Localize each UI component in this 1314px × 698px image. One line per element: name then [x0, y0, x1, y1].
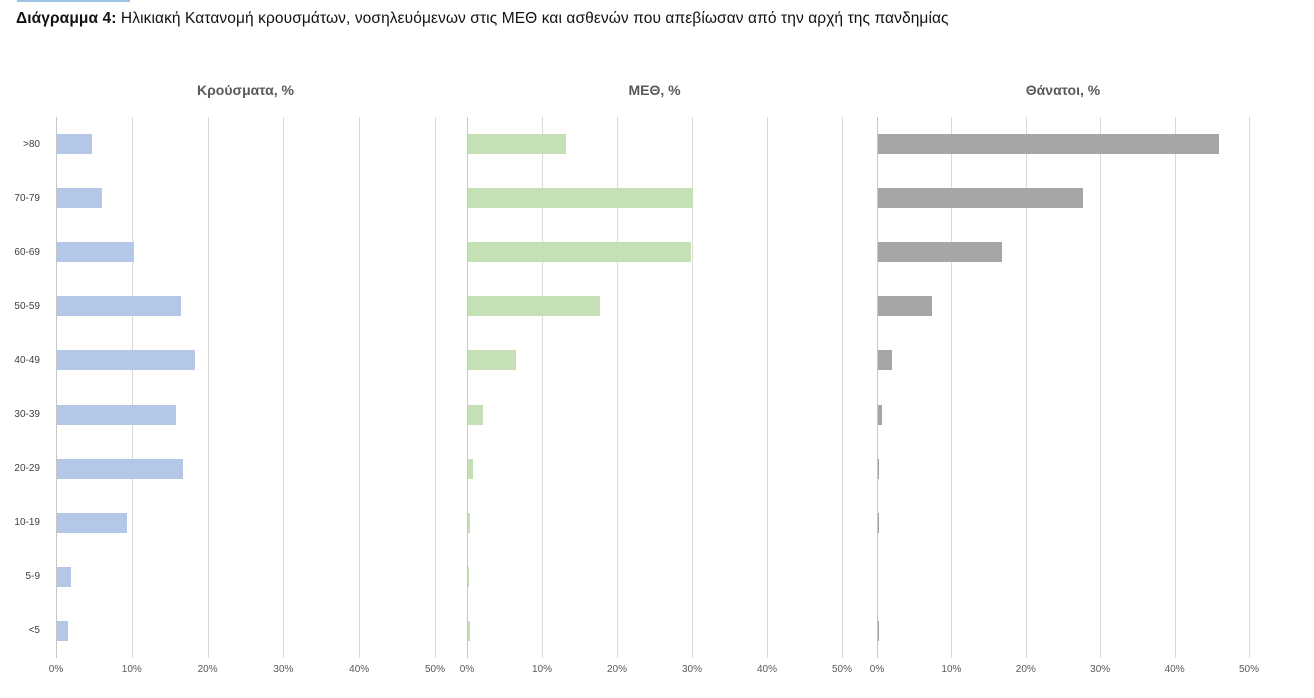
- gridline: [1025, 117, 1027, 658]
- x-tick-label: 20%: [1015, 664, 1036, 675]
- plot-area: [467, 117, 843, 658]
- figure-caption-separator: :: [111, 10, 121, 27]
- x-tick-label: 40%: [349, 664, 370, 675]
- bar: [468, 458, 473, 479]
- gridline: [951, 117, 953, 658]
- x-tick-label: 30%: [273, 664, 294, 675]
- gridline: [1174, 117, 1176, 658]
- gridline: [359, 117, 361, 658]
- chart-title: Θάνατοι, %: [1025, 82, 1101, 98]
- category-label: <5: [28, 625, 40, 637]
- category-label: 60-69: [14, 246, 40, 258]
- bar: [57, 458, 183, 479]
- value-axis-line: [467, 117, 468, 658]
- bar: [878, 134, 1219, 155]
- chart-title: ΜΕΘ, %: [628, 82, 681, 98]
- bar: [878, 512, 880, 533]
- category-label: 70-79: [14, 192, 40, 204]
- gridline: [131, 117, 133, 658]
- gridline: [542, 117, 543, 658]
- gridline: [1249, 117, 1250, 658]
- x-tick-label: 0%: [48, 664, 64, 675]
- bar: [57, 512, 128, 533]
- x-tick-label: 0%: [459, 664, 475, 675]
- category-label: 20-29: [14, 463, 40, 475]
- x-tick-label: 30%: [681, 664, 703, 675]
- category-label: 5-9: [25, 571, 40, 583]
- bar: [57, 404, 176, 425]
- value-axis-line: [877, 117, 878, 658]
- bar: [878, 404, 883, 425]
- category-label: 30-39: [14, 409, 40, 421]
- gridline: [1100, 117, 1102, 658]
- bar: [468, 512, 471, 533]
- bar: [468, 134, 566, 155]
- bar: [878, 620, 880, 641]
- bar: [468, 620, 470, 641]
- plot-area: [877, 117, 1250, 658]
- bar: [57, 566, 72, 587]
- x-tick-label: 50%: [831, 664, 853, 675]
- x-tick-label: 40%: [1164, 664, 1185, 675]
- plot-area: [56, 117, 436, 658]
- gridline: [435, 117, 436, 658]
- bar: [57, 242, 134, 263]
- x-tick-label: 40%: [756, 664, 778, 675]
- figure-caption-text: Ηλικιακή Κατανομή κρουσμάτων, νοσηλευόμε…: [120, 10, 949, 27]
- bar: [878, 296, 933, 317]
- chart-panel: Κρούσματα, % 0% 10% 20% 30% 40% 50%: [49, 82, 445, 684]
- x-tick-label: 10%: [121, 664, 142, 675]
- bar: [57, 134, 92, 155]
- gridline: [842, 117, 843, 658]
- bar: [57, 350, 195, 371]
- category-label: 10-19: [14, 517, 40, 529]
- x-tick-label: 0%: [869, 664, 885, 675]
- chart-panel: Θάνατοι, % 0% 10% 20% 30% 40% 50%: [870, 82, 1259, 684]
- x-tick-label: 50%: [424, 664, 446, 675]
- bar: [57, 296, 182, 317]
- top-accent-line: [17, 0, 130, 2]
- bar: [57, 188, 103, 209]
- x-axis-ticks: 0% 10% 20% 30% 40% 50%: [49, 664, 445, 684]
- bar: [57, 620, 69, 641]
- x-tick-label: 10%: [941, 664, 962, 675]
- bar: [468, 404, 483, 425]
- gridline: [692, 117, 693, 658]
- bar: [468, 350, 516, 371]
- gridline: [283, 117, 285, 658]
- category-label: 50-59: [14, 300, 40, 312]
- chart-title: Κρούσματα, %: [197, 82, 294, 98]
- value-axis-line: [56, 117, 57, 658]
- bar: [878, 350, 893, 371]
- bar: [878, 242, 1003, 263]
- x-axis-ticks: 0% 10% 20% 30% 40% 50%: [460, 664, 852, 684]
- bar: [468, 242, 691, 263]
- chart-panel: ΜΕΘ, % 0% 10% 20% 30% 40% 50%: [460, 82, 852, 684]
- category-label: >80: [23, 138, 40, 150]
- x-tick-label: 20%: [606, 664, 628, 675]
- bar: [468, 188, 693, 209]
- x-axis-ticks: 0% 10% 20% 30% 40% 50%: [870, 664, 1259, 684]
- gridline: [207, 117, 209, 658]
- category-label: 40-49: [14, 354, 40, 366]
- x-tick-label: 20%: [197, 664, 218, 675]
- bar: [878, 458, 880, 479]
- category-axis: >80 70-79 60-69 50-59 40-49 30-39 20-29 10-19 5-…: [0, 117, 48, 658]
- x-tick-label: 30%: [1090, 664, 1111, 675]
- bar: [468, 566, 470, 587]
- x-tick-label: 10%: [531, 664, 553, 675]
- x-tick-label: 50%: [1238, 664, 1260, 675]
- figure-caption: Διάγραμμα 4: Ηλικιακή Κατανομή κρουσμάτω…: [16, 10, 949, 28]
- bar: [468, 296, 600, 317]
- bar: [878, 188, 1084, 209]
- figure-caption-label: Διάγραμμα 4: [16, 10, 112, 27]
- gridline: [767, 117, 768, 658]
- gridline: [617, 117, 618, 658]
